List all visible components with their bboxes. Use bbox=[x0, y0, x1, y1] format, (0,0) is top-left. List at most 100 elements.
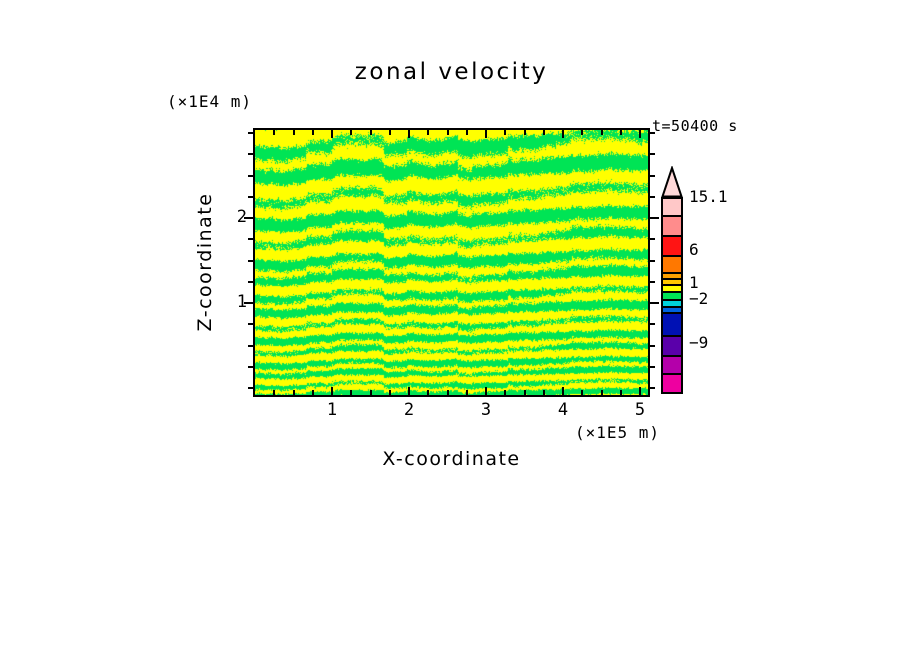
tick-mark bbox=[446, 130, 449, 135]
x-tick-label: 2 bbox=[403, 400, 415, 420]
tick-mark bbox=[650, 132, 655, 134]
colorbar-tick-label: 6 bbox=[689, 240, 699, 259]
tick-mark bbox=[273, 390, 276, 395]
plot-frame bbox=[253, 128, 650, 397]
z-axis-unit-label: (×1E4 m) bbox=[166, 92, 252, 111]
z-tick-label: 1 bbox=[236, 292, 247, 312]
tick-mark bbox=[427, 390, 430, 395]
tick-mark bbox=[542, 130, 545, 135]
colorbar-segment bbox=[663, 355, 681, 373]
tick-mark bbox=[650, 280, 655, 283]
tick-mark bbox=[650, 238, 655, 241]
tick-mark bbox=[273, 130, 276, 135]
colorbar-segment bbox=[663, 255, 681, 272]
tick-mark bbox=[650, 302, 659, 304]
tick-mark bbox=[581, 390, 584, 395]
tick-mark bbox=[248, 259, 253, 262]
tick-mark bbox=[562, 130, 564, 138]
tick-mark bbox=[388, 130, 391, 135]
tick-mark bbox=[311, 130, 314, 135]
tick-mark bbox=[248, 153, 253, 156]
colorbar-segment bbox=[663, 272, 681, 278]
colorbar-segment bbox=[663, 299, 681, 306]
colorbar-tick-label: −2 bbox=[689, 289, 709, 308]
tick-mark bbox=[650, 323, 655, 326]
z-tick-label: 2 bbox=[236, 207, 247, 227]
time-label: t=50400 s bbox=[652, 117, 738, 135]
tick-mark bbox=[650, 174, 655, 177]
x-tick-label: 3 bbox=[480, 400, 492, 420]
colorbar-arrow-icon bbox=[661, 166, 683, 197]
colorbar-segment bbox=[663, 306, 681, 312]
tick-mark bbox=[562, 387, 564, 395]
tick-mark bbox=[248, 323, 253, 326]
tick-mark bbox=[581, 130, 584, 135]
tick-mark bbox=[600, 390, 603, 395]
velocity-field-canvas bbox=[255, 130, 648, 395]
tick-mark bbox=[369, 390, 372, 395]
tick-mark bbox=[292, 390, 295, 395]
tick-mark bbox=[248, 365, 253, 368]
tick-mark bbox=[248, 280, 253, 283]
tick-mark bbox=[523, 130, 526, 135]
tick-mark bbox=[600, 130, 603, 135]
tick-mark bbox=[504, 130, 507, 135]
tick-mark bbox=[650, 217, 659, 219]
x-axis-title: X-coordinate bbox=[382, 448, 521, 470]
tick-mark bbox=[248, 174, 253, 177]
colorbar-segment bbox=[663, 278, 681, 284]
tick-mark bbox=[465, 130, 468, 135]
tick-mark bbox=[311, 390, 314, 395]
tick-mark bbox=[350, 130, 353, 135]
tick-mark bbox=[523, 390, 526, 395]
colorbar-tick-label: −9 bbox=[689, 333, 709, 352]
tick-mark bbox=[639, 387, 641, 395]
colorbar-tick-label: 15.1 bbox=[689, 187, 728, 206]
tick-mark bbox=[465, 390, 468, 395]
tick-mark bbox=[248, 195, 253, 198]
tick-mark bbox=[619, 130, 622, 135]
tick-mark bbox=[485, 387, 487, 395]
tick-mark bbox=[408, 387, 410, 395]
chart-title: zonal velocity bbox=[354, 59, 549, 85]
colorbar-segment bbox=[663, 197, 681, 215]
tick-mark bbox=[388, 390, 391, 395]
tick-mark bbox=[504, 390, 507, 395]
tick-mark bbox=[427, 130, 430, 135]
colorbar-tick-label: 1 bbox=[689, 273, 699, 292]
colorbar bbox=[661, 197, 683, 394]
z-axis-title: Z-coordinate bbox=[194, 192, 216, 332]
tick-mark bbox=[650, 153, 655, 156]
tick-mark bbox=[639, 130, 641, 138]
tick-mark bbox=[248, 132, 253, 134]
tick-mark bbox=[244, 217, 253, 219]
colorbar-segment bbox=[663, 284, 681, 291]
tick-mark bbox=[446, 390, 449, 395]
tick-mark bbox=[248, 238, 253, 241]
x-tick-label: 1 bbox=[326, 400, 338, 420]
colorbar-segment bbox=[663, 335, 681, 355]
tick-mark bbox=[650, 365, 655, 368]
tick-mark bbox=[408, 130, 410, 138]
tick-mark bbox=[244, 302, 253, 304]
tick-mark bbox=[650, 259, 655, 262]
tick-mark bbox=[369, 130, 372, 135]
colorbar-segment bbox=[663, 291, 681, 299]
colorbar-segment bbox=[663, 312, 681, 335]
colorbar-segment bbox=[663, 373, 681, 392]
tick-mark bbox=[485, 130, 487, 138]
x-tick-label: 4 bbox=[557, 400, 569, 420]
tick-mark bbox=[650, 344, 655, 347]
tick-mark bbox=[619, 390, 622, 395]
tick-mark bbox=[248, 387, 253, 389]
tick-mark bbox=[542, 390, 545, 395]
tick-mark bbox=[650, 387, 655, 389]
x-tick-label: 5 bbox=[634, 400, 646, 420]
colorbar-segment bbox=[663, 215, 681, 235]
x-axis-unit-label: (×1E5 m) bbox=[574, 423, 660, 442]
tick-mark bbox=[248, 344, 253, 347]
tick-mark bbox=[650, 195, 655, 198]
tick-mark bbox=[331, 130, 333, 138]
tick-mark bbox=[292, 130, 295, 135]
